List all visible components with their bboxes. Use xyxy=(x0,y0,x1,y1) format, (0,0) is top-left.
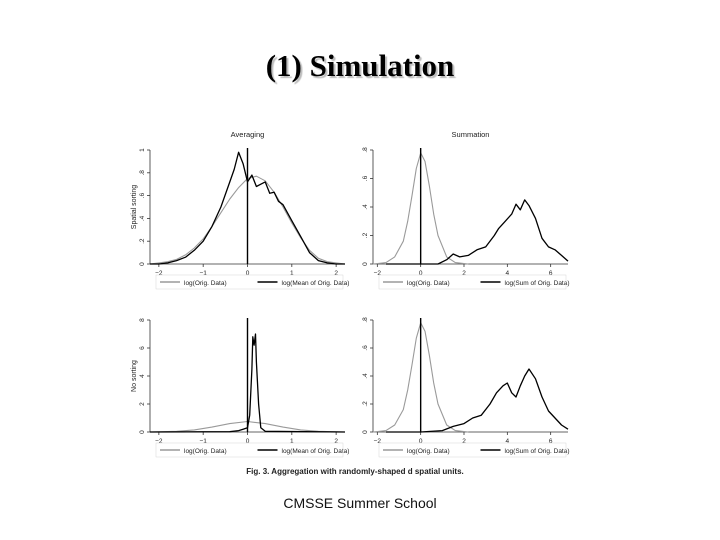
legend-box xyxy=(155,442,344,458)
chart-panel-4: −2 0 2 4 6 0 .2 .4 .6 .8 log(Orig. Data) log(Sum of… xyxy=(362,317,570,458)
chart-title: Averaging xyxy=(231,130,265,139)
x-tick-label: −2 xyxy=(374,270,382,277)
legend-label: log(Orig. Data) xyxy=(184,448,227,455)
y-tick-label: .2 xyxy=(362,232,369,238)
x-tick-label: 2 xyxy=(334,438,338,445)
x-tick-label: 4 xyxy=(506,438,510,445)
legend-label: log(Orig. Data) xyxy=(184,280,227,287)
chart-title: Summation xyxy=(452,130,490,139)
legend-label: log(Sum of Orig. Data) xyxy=(505,280,570,287)
x-tick-label: 2 xyxy=(334,270,338,277)
y-tick-label: 0 xyxy=(139,262,146,266)
x-tick-label: 6 xyxy=(549,270,553,277)
figure-caption: Fig. 3. Aggregation with randomly-shaped… xyxy=(246,467,464,476)
y-tick-label: .2 xyxy=(362,401,369,407)
x-tick-label: 0 xyxy=(419,438,423,445)
series-line-aggregated xyxy=(150,151,345,265)
y-tick-label: 0 xyxy=(362,430,369,434)
series-line-aggregated xyxy=(149,333,346,433)
y-tick-label: .8 xyxy=(362,317,369,323)
y-tick-label: .4 xyxy=(362,373,369,379)
y-tick-label: .4 xyxy=(139,215,146,221)
legend-box xyxy=(378,442,567,458)
y-tick-label: 8 xyxy=(139,318,146,322)
y-tick-label: .4 xyxy=(362,204,369,210)
x-tick-label: −1 xyxy=(199,438,207,445)
x-tick-label: 4 xyxy=(506,270,510,277)
y-tick-label: .6 xyxy=(362,345,369,351)
x-tick-label: 2 xyxy=(462,438,466,445)
x-tick-label: −1 xyxy=(199,270,207,277)
y-tick-label: 0 xyxy=(362,262,369,266)
legend-label: log(Orig. Data) xyxy=(407,280,450,287)
series-line-aggregated xyxy=(386,368,569,433)
legend-box xyxy=(378,274,567,290)
chart-panel-2: −2 0 2 4 6 0 .2 .4 .6 .8 Summation log(Orig. Data) l… xyxy=(362,130,570,290)
y-axis-label: No sorting xyxy=(131,360,138,392)
y-tick-label: 4 xyxy=(139,374,146,378)
series-line-aggregated xyxy=(386,199,569,265)
x-tick-label: 1 xyxy=(290,270,294,277)
y-tick-label: 6 xyxy=(139,346,146,350)
x-tick-label: 0 xyxy=(419,270,423,277)
x-tick-label: 1 xyxy=(290,438,294,445)
y-tick-label: .8 xyxy=(139,170,146,176)
slide-footer: CMSSE Summer School xyxy=(283,495,437,511)
y-tick-label: .6 xyxy=(139,193,146,199)
y-tick-label: 2 xyxy=(139,402,146,406)
legend-label: log(Mean of Orig. Data) xyxy=(282,280,350,287)
chart-panel-3: −2 −1 0 1 2 0 2 4 6 8 No sorting log(Orig. Data) log… xyxy=(131,318,350,458)
legend-box xyxy=(155,274,344,290)
y-tick-label: 0 xyxy=(139,430,146,434)
x-tick-label: −2 xyxy=(155,438,163,445)
slide-title: (1) Simulation xyxy=(265,48,455,83)
x-tick-label: 0 xyxy=(246,270,250,277)
y-tick-label: .8 xyxy=(362,147,369,153)
x-tick-label: −2 xyxy=(155,270,163,277)
legend-label: log(Orig. Data) xyxy=(407,448,450,455)
y-tick-label: .2 xyxy=(139,238,146,244)
chart-panel-1: −2 −1 0 1 2 0 .2 .4 .6 .8 1 Averaging Spatial sortin… xyxy=(131,130,350,290)
legend-label: log(Mean of Orig. Data) xyxy=(282,448,350,455)
x-tick-label: 0 xyxy=(246,438,250,445)
y-tick-label: .6 xyxy=(362,175,369,181)
x-tick-label: 6 xyxy=(549,438,553,445)
legend-label: log(Sum of Orig. Data) xyxy=(505,448,570,455)
x-tick-label: −2 xyxy=(374,438,382,445)
x-tick-label: 2 xyxy=(462,270,466,277)
y-tick-label: 1 xyxy=(139,148,146,152)
y-axis-label: Spatial sorting xyxy=(131,185,138,229)
